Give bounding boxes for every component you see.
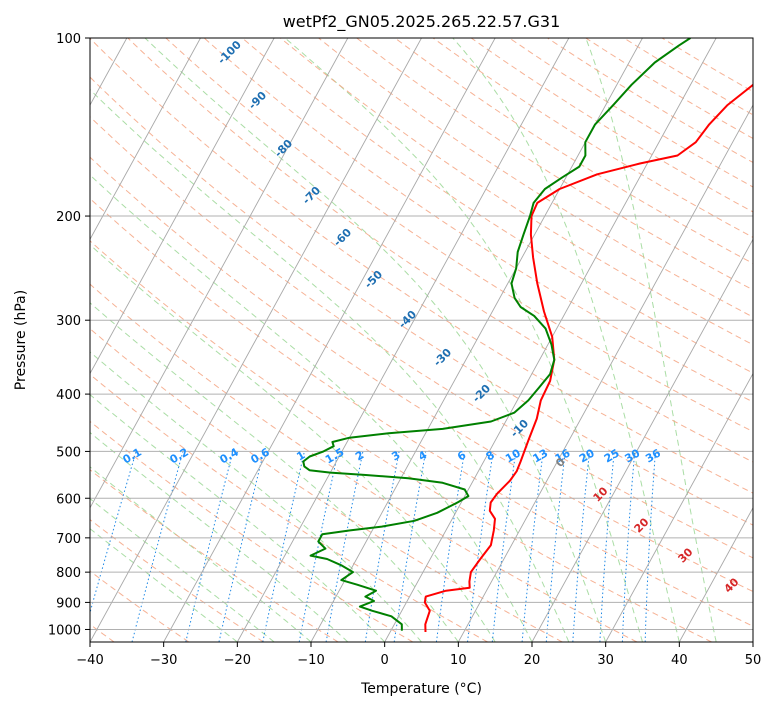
dry-adiabat-line [90, 373, 488, 642]
x-axis-title: Temperature (°C) [360, 681, 482, 697]
dry-adiabat-line [90, 156, 753, 593]
dry-adiabat-line [241, 38, 753, 374]
x-tick-label: 50 [745, 653, 762, 668]
y-tick-label: 200 [56, 210, 81, 225]
y-axis: 100 200 300 400 500 600 700 800 900 1000 [48, 32, 90, 638]
x-tick-label: −40 [76, 653, 103, 668]
y-tick-label: 1000 [48, 623, 81, 638]
x-tick-label: −20 [224, 653, 251, 668]
isotherm-line [678, 506, 753, 642]
x-tick-label: 0 [381, 653, 389, 668]
dry-adiabat-line [356, 38, 753, 291]
moist-adiabat-line [90, 528, 238, 642]
isotherm-line [90, 38, 201, 241]
y-axis-title: Pressure (hPa) [13, 290, 29, 390]
moist-adiabat-line [90, 302, 459, 642]
isotherm-line [531, 238, 753, 642]
mixing-ratio-line [218, 451, 265, 642]
dry-adiabat-line [90, 469, 339, 642]
isotherm-line [236, 38, 570, 642]
x-tick-label: 20 [524, 653, 541, 668]
x-tick-label: 40 [671, 653, 688, 668]
isotherm-line [457, 104, 753, 642]
skewed-isotherms [90, 38, 753, 642]
dry-adiabat-line [90, 283, 638, 642]
moist-adiabat-line [284, 38, 643, 642]
sounding-profile-line [423, 83, 753, 633]
moist-adiabat-line [90, 174, 533, 642]
isotherm-line [163, 38, 496, 642]
moist-adiabat-line [90, 431, 349, 642]
y-tick-label: 500 [56, 445, 81, 460]
y-tick-label: 900 [56, 596, 81, 611]
isotherm-line [90, 38, 275, 375]
x-axis: −40 −30 −20 −10 0 10 20 30 40 50 [76, 642, 761, 668]
y-tick-label: 300 [56, 314, 81, 329]
y-tick-label: 800 [56, 566, 81, 581]
moist-adiabat-line [144, 38, 607, 642]
x-tick-label: −10 [297, 653, 324, 668]
x-tick-label: 10 [450, 653, 467, 668]
dry-adiabat-line [90, 76, 753, 526]
moist-adiabat-line [90, 244, 496, 642]
mixing-ratio-line [467, 451, 494, 642]
mixing-ratio-line [491, 451, 517, 642]
mixing-ratio-line [435, 451, 466, 642]
isotherm-line [605, 372, 753, 642]
mixing-ratio-line [545, 451, 566, 642]
x-tick-label: −30 [150, 653, 177, 668]
mixing-ratio-line [90, 451, 137, 615]
mixing-ratio-line [185, 451, 234, 642]
mixing-ratio-line [521, 451, 544, 642]
moist-adiabat-line [90, 351, 422, 642]
x-tick-label: 30 [597, 653, 614, 668]
isotherm-line [90, 38, 422, 642]
y-tick-label: 100 [56, 32, 81, 47]
dry-adiabat-line [165, 38, 753, 433]
pressure-gridlines [90, 38, 753, 630]
sounding-profile-line [302, 38, 691, 631]
dry-adiabat-line [318, 38, 753, 318]
moist-adiabats [90, 38, 717, 642]
sounding-profiles [302, 38, 753, 633]
isotherm-line [90, 38, 349, 509]
y-tick-label: 400 [56, 388, 81, 403]
mixing-ratio-line [393, 451, 427, 642]
chart-title: wetPf2_GN05.2025.265.22.57.G31 [283, 12, 561, 32]
dry-adiabat-line [90, 197, 753, 627]
dry-adiabat-line [90, 518, 264, 642]
plot-frame [89, 37, 754, 643]
moist-adiabat-line [585, 38, 717, 642]
moist-adiabat-line [90, 88, 570, 642]
dry-adiabat-line [90, 328, 563, 642]
dry-adiabat-line [90, 570, 190, 642]
y-tick-label: 700 [56, 532, 81, 547]
moist-adiabat-line [452, 38, 680, 642]
y-tick-label: 600 [56, 492, 81, 507]
moist-adiabat-line [90, 498, 275, 642]
dry-adiabat-line [90, 240, 712, 642]
